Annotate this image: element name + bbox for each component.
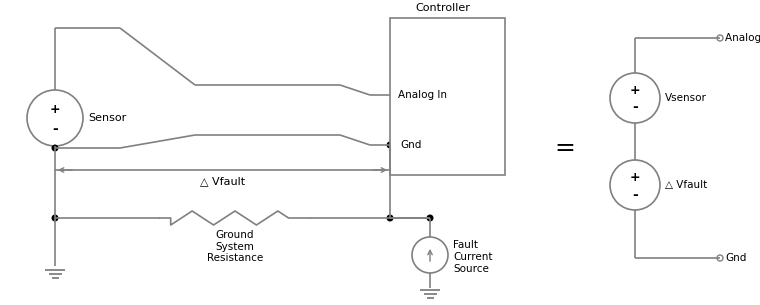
Text: =: = bbox=[555, 136, 575, 160]
Text: Gnd: Gnd bbox=[725, 253, 746, 263]
Text: Analog In: Analog In bbox=[398, 90, 447, 100]
Circle shape bbox=[387, 142, 393, 148]
Circle shape bbox=[52, 145, 58, 151]
Circle shape bbox=[27, 90, 83, 146]
Text: +: + bbox=[49, 103, 60, 116]
Circle shape bbox=[610, 160, 660, 210]
Text: Fault
Current
Source: Fault Current Source bbox=[453, 240, 492, 274]
Text: Gnd: Gnd bbox=[400, 140, 421, 150]
Circle shape bbox=[412, 237, 448, 273]
Text: △ Vfault: △ Vfault bbox=[200, 176, 245, 186]
Text: -: - bbox=[52, 122, 58, 136]
Text: △ Vfault: △ Vfault bbox=[665, 180, 708, 190]
Circle shape bbox=[717, 35, 723, 41]
Text: Analog In: Analog In bbox=[725, 33, 760, 43]
Circle shape bbox=[427, 215, 432, 221]
Text: +: + bbox=[630, 84, 641, 97]
Circle shape bbox=[610, 73, 660, 123]
Text: Ground
System
Resistance: Ground System Resistance bbox=[207, 230, 263, 263]
Text: +: + bbox=[630, 171, 641, 184]
Text: -: - bbox=[632, 101, 638, 114]
Text: -: - bbox=[632, 188, 638, 202]
Text: Controller: Controller bbox=[415, 3, 470, 13]
Circle shape bbox=[387, 215, 393, 221]
Circle shape bbox=[717, 255, 723, 261]
Circle shape bbox=[52, 215, 58, 221]
Text: Vsensor: Vsensor bbox=[665, 93, 707, 103]
Bar bbox=[390, 18, 505, 175]
Text: Sensor: Sensor bbox=[88, 113, 126, 123]
